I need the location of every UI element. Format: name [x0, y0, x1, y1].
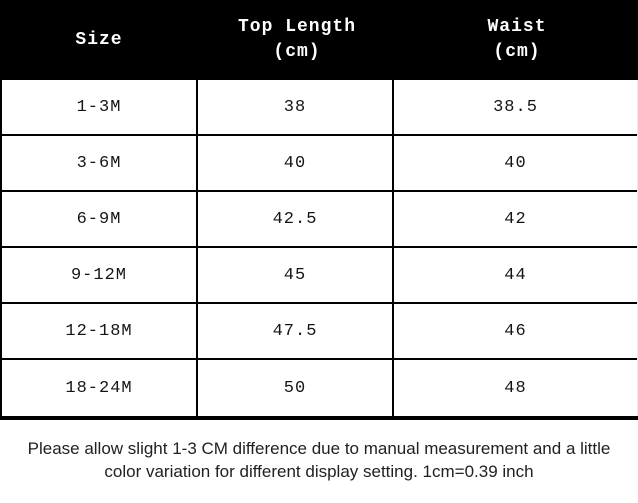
table-row: 3-6M 40 40: [2, 136, 637, 192]
cell-size: 6-9M: [2, 192, 198, 246]
cell-waist: 44: [504, 265, 527, 285]
column-header-waist-line2: (cm): [493, 42, 541, 62]
column-header-size: Size: [0, 0, 198, 80]
column-header-top-length-line1: Top Length: [237, 17, 357, 37]
cell-size: 18-24M: [2, 360, 198, 416]
table-body: 1-3M 38 38.5 3-6M 40 40 6-9M 42.5 42 9-1…: [0, 80, 638, 416]
cell-waist: 48: [504, 378, 527, 398]
column-header-top-length: Top Length (cm): [198, 0, 396, 80]
cell-size: 12-18M: [2, 304, 198, 358]
cell-waist: 42: [504, 209, 527, 229]
cell-top-length: 40: [198, 136, 394, 190]
table-row: 9-12M 45 44: [2, 248, 637, 304]
cell-top-length: 38: [198, 80, 394, 134]
table-row: 6-9M 42.5 42: [2, 192, 637, 248]
column-header-size-line1: Size: [75, 29, 123, 50]
cell-waist: 40: [504, 153, 527, 173]
table-row: 1-3M 38 38.5: [2, 80, 637, 136]
table-header-row: Size Top Length (cm) Waist (cm): [0, 0, 638, 80]
column-header-waist-line1: Waist: [487, 17, 547, 37]
table-row: 12-18M 47.5 46: [2, 304, 637, 360]
cell-top-length: 47.5: [198, 304, 394, 358]
cell-waist: 46: [504, 321, 527, 341]
column-header-waist: Waist (cm): [396, 0, 638, 80]
size-chart: Size Top Length (cm) Waist (cm) 1-3M 38 …: [0, 0, 638, 481]
cell-size: 9-12M: [2, 248, 198, 302]
table-row: 18-24M 50 48: [2, 360, 637, 416]
table-bottom-border: [0, 416, 638, 420]
cell-top-length: 45: [198, 248, 394, 302]
cell-top-length: 50: [198, 360, 394, 416]
cell-waist: 38.5: [493, 97, 538, 117]
column-header-top-length-line2: (cm): [273, 42, 321, 62]
cell-size: 3-6M: [2, 136, 198, 190]
cell-size: 1-3M: [2, 80, 198, 134]
cell-top-length: 42.5: [198, 192, 394, 246]
measurement-note: Please allow slight 1-3 CM difference du…: [27, 439, 611, 481]
